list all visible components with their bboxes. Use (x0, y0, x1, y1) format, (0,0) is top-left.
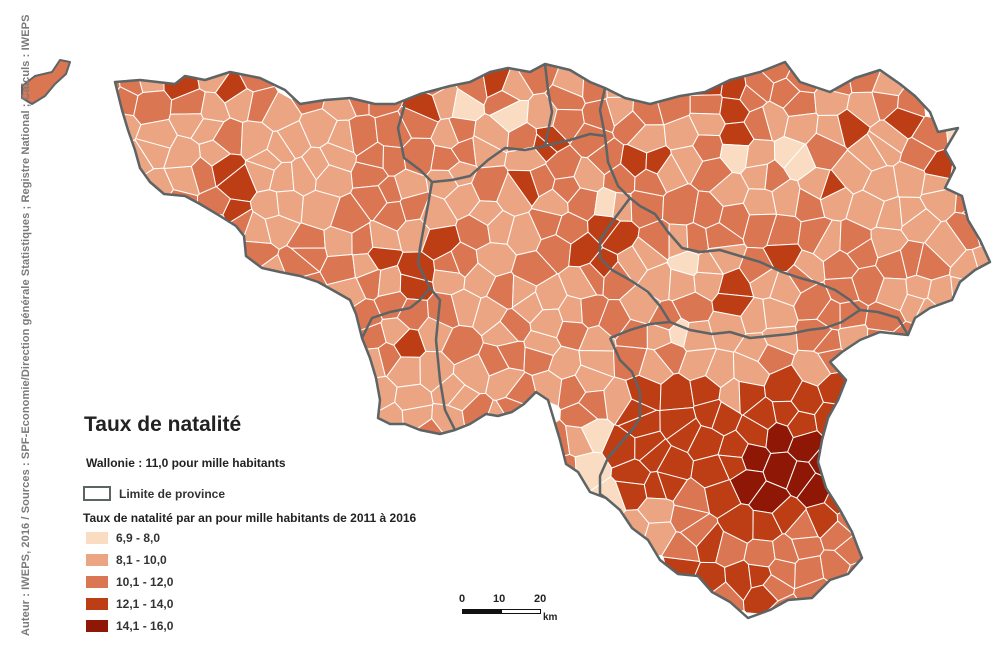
scale-tick-label: 10 (493, 593, 506, 605)
commune-polygon (954, 182, 984, 214)
province-boundary-swatch (83, 486, 111, 501)
commune-polygon (605, 69, 639, 99)
province-boundary-line (598, 197, 861, 340)
commune-polygon (689, 94, 723, 115)
legend-class-label: 8,1 - 10,0 (116, 553, 167, 567)
legend-class-label: 6,9 - 8,0 (116, 531, 161, 545)
scale-bar: 0 10 20 km (459, 593, 559, 633)
credit-vertical: Auteur : IWEPS, 2016 / Sources : SPF-Eco… (20, 14, 32, 636)
commune-polygon (115, 109, 124, 140)
province-boundary-line (598, 87, 861, 311)
wallonia-average: Wallonie : 11,0 pour mille habitants (86, 456, 286, 470)
scale-segment-light (501, 609, 541, 614)
province-boundary-line (598, 337, 642, 500)
legend-class: 14,1 - 16,0 (86, 619, 173, 633)
commune-polygon (190, 156, 217, 195)
legend-class-label: 10,1 - 12,0 (116, 575, 174, 589)
commune-polygon (814, 401, 850, 439)
legend-class-label: 14,1 - 16,0 (116, 619, 174, 633)
scale-tick-label: 0 (459, 593, 466, 605)
scale-segment-dark (462, 609, 502, 614)
commune-polygon (577, 389, 609, 420)
scale-tick-label: 20 (534, 593, 547, 605)
province-boundary-label: Limite de province (119, 486, 226, 501)
commune-polygon (405, 62, 437, 95)
province-boundary-line (859, 308, 910, 336)
legend-subtitle: Taux de natalité par an pour mille habit… (83, 511, 417, 525)
legend-class: 8,1 - 10,0 (86, 553, 173, 567)
legend-class-label: 12,1 - 14,0 (116, 597, 174, 611)
commune-polygon (742, 188, 778, 216)
legend-class: 12,1 - 14,0 (86, 597, 173, 611)
commune-polygon (531, 369, 563, 408)
province-boundary-line (409, 181, 434, 309)
legend-swatch (86, 532, 108, 544)
commune-polygon (136, 64, 165, 94)
commune-polygon (944, 114, 981, 152)
legend-class: 6,9 - 8,0 (86, 531, 173, 545)
commune-polygon (871, 63, 907, 97)
commune-polygon (115, 64, 121, 97)
legend-title: Taux de natalité (84, 413, 242, 436)
province-boundary-line (429, 287, 457, 431)
legend-classes: 6,9 - 8,0 8,1 - 10,0 10,1 - 12,0 12,1 - … (86, 531, 173, 633)
province-boundary-legend: Limite de province (83, 486, 225, 501)
commune-polygon (662, 556, 701, 588)
legend-swatch (86, 598, 108, 610)
legend-swatch (86, 576, 108, 588)
scale-unit: km (543, 612, 558, 623)
commune-polygon (743, 538, 776, 568)
comines-enclave (21, 59, 71, 105)
commune-polygons (115, 62, 990, 618)
legend-swatch (86, 554, 108, 566)
wallonia-outline (113, 60, 992, 620)
commune-polygon (844, 480, 870, 512)
province-boundary-line (543, 63, 554, 147)
commune-polygon (537, 418, 571, 460)
legend-swatch (86, 620, 108, 632)
commune-polygon (593, 186, 617, 218)
province-boundary-line (396, 103, 606, 184)
province-boundary-line (609, 320, 671, 340)
province-boundary-line (360, 306, 411, 339)
province-boundaries (360, 63, 910, 500)
commune-polygon (837, 324, 869, 362)
legend-class: 10,1 - 12,0 (86, 575, 173, 589)
commune-polygon (949, 156, 982, 190)
